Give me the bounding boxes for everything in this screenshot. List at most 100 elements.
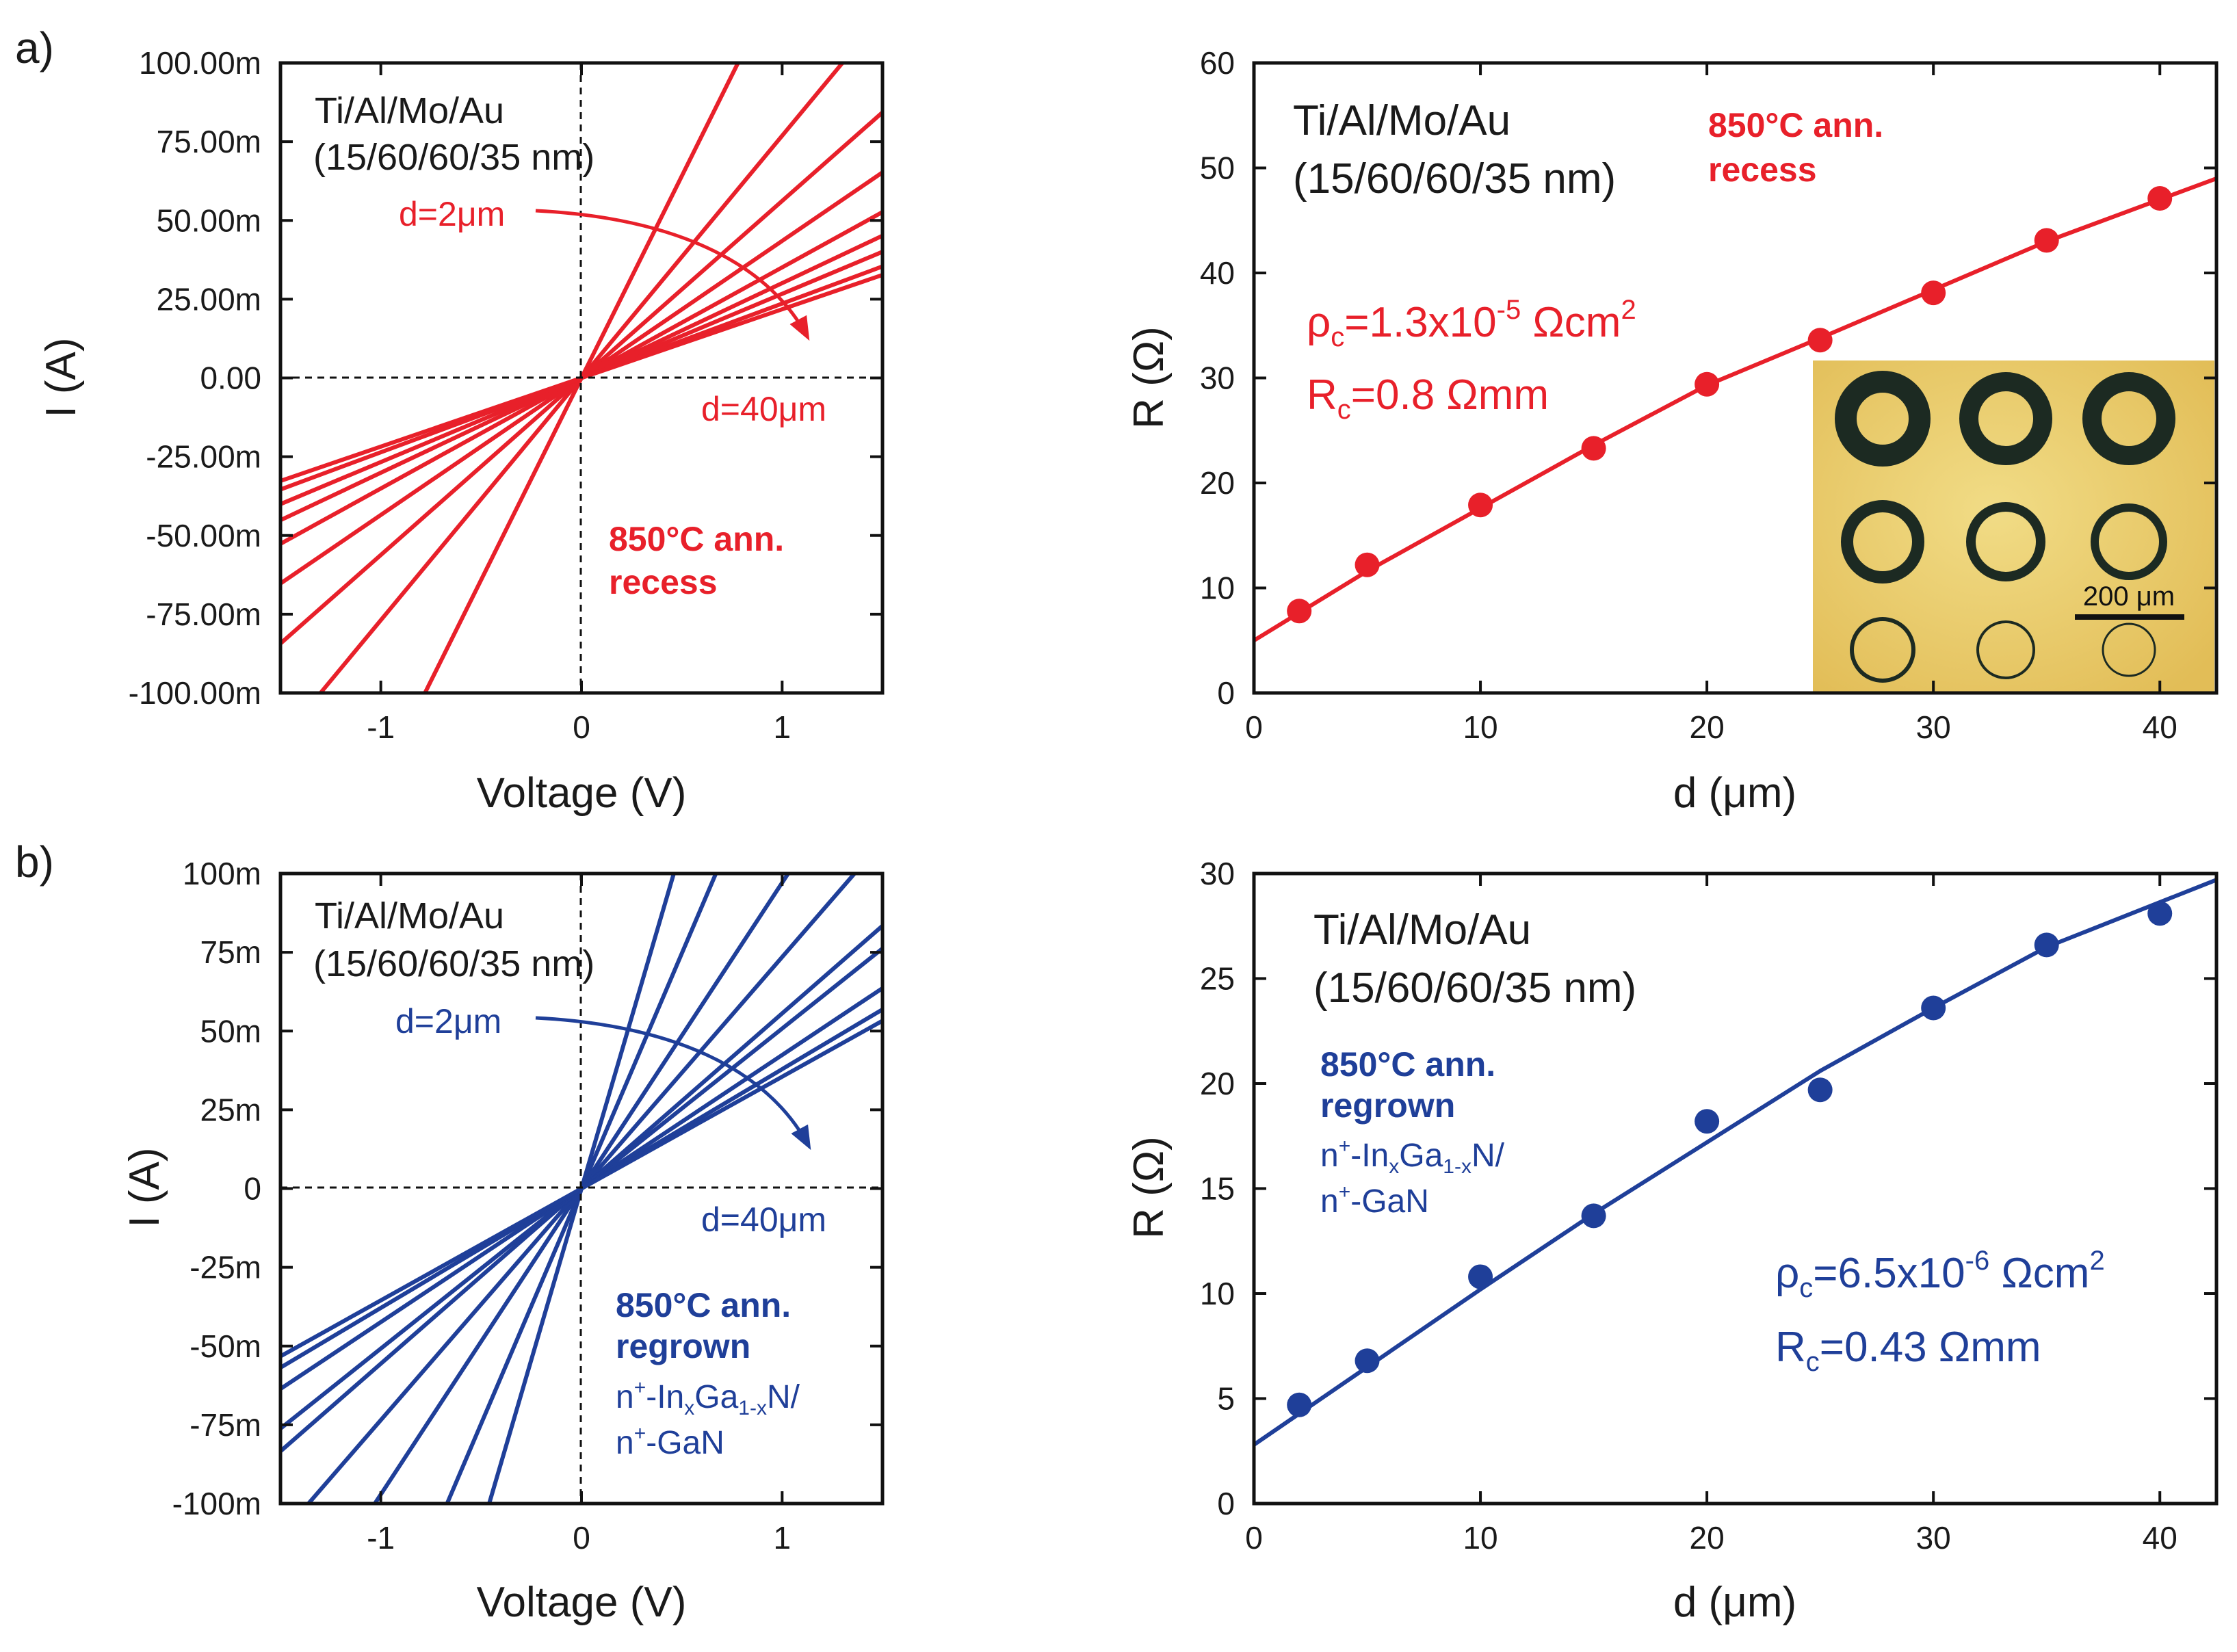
- data-point: [1355, 1348, 1380, 1374]
- metal-stack-label: Ti/Al/Mo/Au: [1293, 97, 1510, 144]
- y-tick-label: 10: [1200, 1276, 1235, 1311]
- process-label: recess: [1708, 150, 1817, 189]
- x-tick-label: -1: [367, 1520, 395, 1556]
- x-tick-label: 20: [1690, 709, 1725, 745]
- data-point: [1695, 1109, 1720, 1134]
- data-point: [1807, 1077, 1833, 1103]
- data-point: [1581, 436, 1606, 461]
- layer-label-1: n+-InxGa1-xN/: [1320, 1135, 1505, 1178]
- y-tick-label: 25: [1200, 961, 1235, 997]
- y-tick-label: 75m: [200, 934, 261, 970]
- x-tick-label: 0: [1245, 1520, 1263, 1556]
- y-tick-label: 5: [1217, 1381, 1235, 1417]
- panel-a-tlm: 200 μm 0 10 20 30 40 0 10 20 30 40 50 60 d (μm) R (…: [1125, 45, 2219, 817]
- contact-resistance-label: Rc=0.43 Ωmm: [1775, 1324, 2041, 1377]
- y-tick-label: 20: [1200, 1066, 1235, 1101]
- y-tick-label: -100.00m: [129, 675, 261, 711]
- x-axis-label: Voltage (V): [477, 770, 687, 817]
- panel-label-a: a): [15, 23, 54, 73]
- y-tick-label: 25.00m: [157, 281, 261, 317]
- y-tick-label: 50m: [200, 1013, 261, 1049]
- anneal-label: 850°C ann.: [609, 520, 784, 558]
- axes-b-tlm: 0 10 20 30 40 0 5 10 15 20 25 30: [1200, 856, 2216, 1556]
- y-tick-label: -25.00m: [146, 439, 261, 475]
- axes-b-iv: -1 0 1 100m 75m 50m 25m 0 -25m -50m -75m -100m: [172, 856, 882, 1556]
- process-label: recess: [609, 563, 718, 601]
- y-axis-label: R (Ω): [1125, 1136, 1173, 1239]
- x-tick-label: 10: [1463, 709, 1497, 745]
- y-tick-label: 50.00m: [157, 202, 261, 238]
- x-tick-label: 40: [2143, 1520, 2177, 1556]
- y-tick-label: 0: [1217, 675, 1235, 711]
- y-tick-label: -100m: [172, 1486, 261, 1521]
- y-tick-label: 30: [1200, 360, 1235, 396]
- x-tick-label: 10: [1463, 1520, 1497, 1556]
- fit-line: [1253, 878, 2218, 1447]
- data-point: [2034, 228, 2059, 253]
- y-tick-label: 100.00m: [139, 45, 261, 81]
- y-tick-label: -50m: [189, 1328, 261, 1364]
- process-label: regrown: [1320, 1086, 1455, 1125]
- panel-b-iv: b) -1 0 1 100m 75m 50m 25m 0 -25m -50m -75m -100m V…: [15, 837, 885, 1626]
- thickness-label: (15/60/60/35 nm): [1313, 965, 1636, 1012]
- trend-arrow: [535, 1016, 811, 1151]
- x-tick-label: 1: [774, 709, 792, 745]
- thickness-label: (15/60/60/35 nm): [313, 943, 594, 984]
- tlm-data-a: [1253, 176, 2218, 642]
- trend-arrow: [535, 209, 810, 341]
- layer-label-1: n+-InxGa1-xN/: [616, 1376, 800, 1419]
- thickness-label: (15/60/60/35 nm): [1293, 155, 1616, 202]
- axes-a-tlm: 0 10 20 30 40 0 10 20 30 40 50 60: [1200, 45, 2216, 745]
- anneal-label: 850°C ann.: [1708, 106, 1883, 144]
- y-tick-label: 0: [1217, 1486, 1235, 1521]
- y-tick-label: 60: [1200, 45, 1235, 81]
- data-point: [1355, 552, 1380, 577]
- y-tick-label: 15: [1200, 1171, 1235, 1207]
- x-tick-label: 0: [573, 1520, 590, 1556]
- x-tick-label: 40: [2143, 709, 2177, 745]
- x-tick-label: 0: [573, 709, 590, 745]
- data-point: [1468, 493, 1493, 518]
- d-large-label: d=40μm: [701, 1201, 826, 1239]
- data-point: [1807, 328, 1833, 353]
- x-tick-label: 20: [1690, 1520, 1725, 1556]
- data-point: [1921, 995, 1946, 1021]
- x-axis-label: d (μm): [1673, 770, 1796, 817]
- metal-stack-label: Ti/Al/Mo/Au: [315, 90, 504, 131]
- x-tick-label: 30: [1916, 709, 1951, 745]
- x-tick-label: 0: [1245, 709, 1263, 745]
- contact-resistance-label: Rc=0.8 Ωmm: [1307, 371, 1549, 425]
- x-tick-label: 30: [1916, 1520, 1951, 1556]
- micrograph-pads: [1835, 371, 2175, 683]
- scale-bar-label: 200 μm: [2083, 581, 2175, 612]
- data-point: [1287, 1392, 1312, 1417]
- y-tick-label: 0.00: [200, 360, 261, 396]
- anneal-label: 850°C ann.: [1320, 1045, 1495, 1084]
- y-tick-label: 20: [1200, 465, 1235, 501]
- contact-resistivity-label: ρc=1.3x10-5 Ωcm2: [1307, 295, 1636, 352]
- y-tick-label: -25m: [189, 1250, 261, 1285]
- y-tick-label: 100m: [183, 856, 261, 891]
- data-point: [1581, 1203, 1606, 1229]
- metal-stack-label: Ti/Al/Mo/Au: [315, 895, 504, 936]
- d-small-label: d=2μm: [395, 1002, 501, 1040]
- data-point: [1695, 371, 1720, 397]
- y-axis-label: I (A): [121, 1147, 168, 1227]
- y-axis-label: R (Ω): [1125, 326, 1173, 429]
- y-tick-label: 40: [1200, 255, 1235, 291]
- y-tick-label: -75m: [189, 1407, 261, 1443]
- y-tick-label: 25m: [200, 1092, 261, 1127]
- y-tick-label: 0: [244, 1171, 261, 1207]
- y-tick-label: -50.00m: [146, 518, 261, 553]
- tlm-data-b: [1253, 878, 2218, 1447]
- x-axis-label: Voltage (V): [477, 1579, 687, 1626]
- data-point: [2034, 932, 2059, 958]
- layer-label-2: n+-GaN: [616, 1422, 724, 1461]
- thickness-label: (15/60/60/35 nm): [313, 137, 594, 178]
- process-label: regrown: [616, 1327, 750, 1365]
- d-small-label: d=2μm: [399, 195, 505, 233]
- y-tick-label: 75.00m: [157, 124, 261, 159]
- layer-label-2: n+-GaN: [1320, 1181, 1429, 1220]
- anneal-label: 850°C ann.: [616, 1286, 791, 1324]
